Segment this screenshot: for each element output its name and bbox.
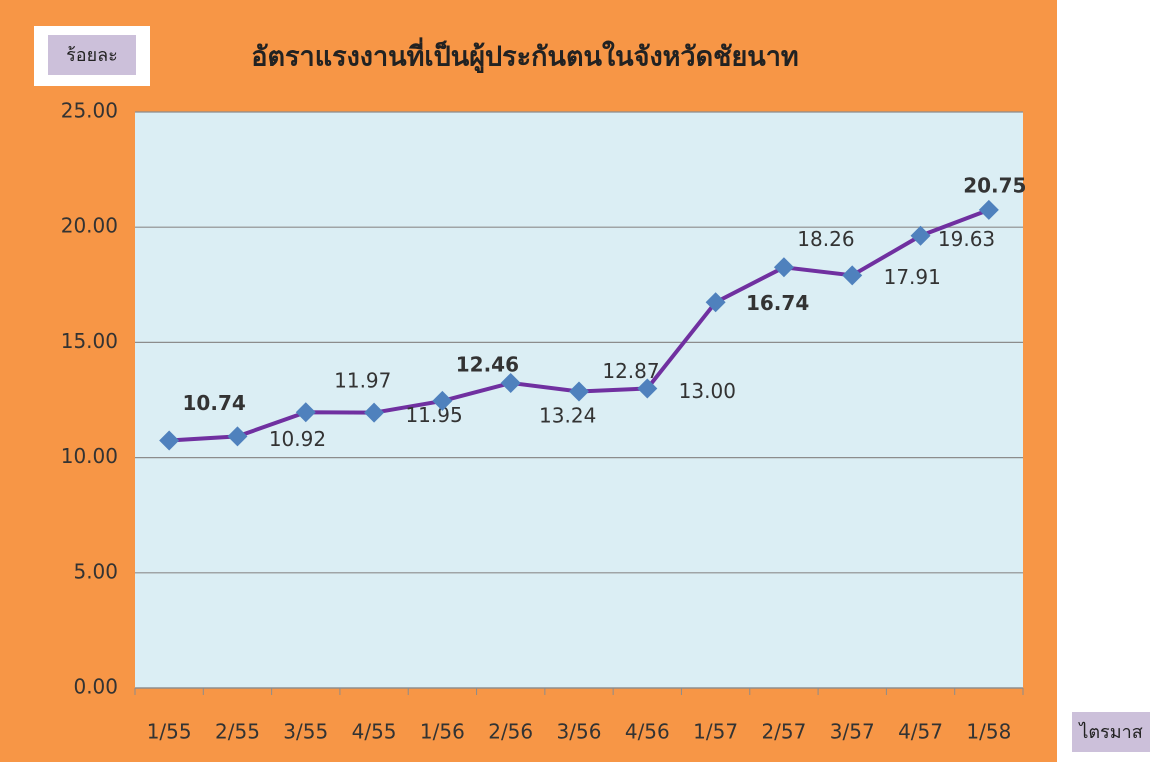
data-point [159, 430, 180, 451]
data-point [227, 426, 248, 447]
data-point [637, 378, 658, 399]
data-point [295, 402, 316, 423]
x-tick-label: 1/55 [147, 720, 192, 744]
data-point [773, 257, 794, 278]
x-tick-label: 1/56 [420, 720, 465, 744]
data-point [705, 292, 726, 313]
data-point [842, 265, 863, 286]
data-label: 16.74 [746, 291, 809, 315]
x-tick-label: 2/55 [215, 720, 260, 744]
x-tick-label: 2/57 [761, 720, 806, 744]
x-label-box [1072, 712, 1150, 752]
data-point [364, 402, 385, 423]
y-tick-label: 20.00 [61, 214, 118, 238]
x-tick-label: 4/55 [352, 720, 397, 744]
data-label: 11.95 [405, 403, 462, 427]
data-label: 11.97 [334, 369, 391, 393]
data-label: 13.00 [679, 379, 736, 403]
data-label: 19.63 [938, 227, 995, 251]
x-tick-label: 4/57 [898, 720, 943, 744]
y-tick-label: 10.00 [61, 444, 118, 468]
chart-title: อัตราแรงงานที่เป็นผู้ประกันตนในจังหวัดชั… [251, 37, 798, 74]
data-label: 12.87 [602, 359, 659, 383]
y-tick-label: 15.00 [61, 329, 118, 353]
data-label: 10.74 [183, 391, 246, 415]
data-label: 18.26 [797, 227, 854, 251]
x-tick-label: 1/57 [693, 720, 738, 744]
x-tick-label: 3/56 [557, 720, 602, 744]
data-label: 12.46 [456, 352, 519, 376]
data-point [978, 199, 999, 220]
x-tick-label: 2/56 [488, 720, 533, 744]
x-tick-label: 3/55 [283, 720, 328, 744]
data-point [910, 225, 931, 246]
data-label: 10.92 [269, 427, 326, 451]
x-tick-label: 3/57 [830, 720, 875, 744]
data-point [500, 372, 521, 393]
y-axis-label: ร้อยละ [66, 45, 118, 66]
y-label-box [48, 35, 136, 75]
data-point [569, 381, 589, 402]
data-label: 17.91 [884, 265, 941, 289]
y-tick-label: 25.00 [61, 99, 118, 123]
y-tick-label: 5.00 [73, 559, 118, 583]
x-tick-label: 1/58 [966, 720, 1011, 744]
x-axis-label: ไตรมาส [1077, 721, 1142, 743]
x-tick-label: 4/56 [625, 720, 670, 744]
data-label: 13.24 [539, 403, 596, 427]
data-point [432, 390, 453, 411]
y-tick-label: 0.00 [73, 675, 118, 699]
data-label: 20.75 [963, 173, 1026, 197]
